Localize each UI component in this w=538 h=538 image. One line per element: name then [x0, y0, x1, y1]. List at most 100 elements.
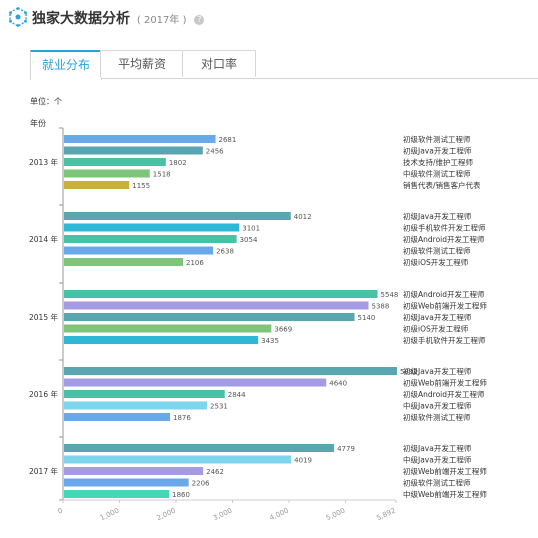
tab-employment-distribution[interactable]: 就业分布: [30, 50, 102, 80]
bar: [64, 390, 225, 398]
bar-value-label: 2206: [192, 480, 210, 488]
bar-category-label: 初级Java开发工程师: [403, 211, 472, 221]
bar-category-label: 中级Web前端开发工程师: [403, 489, 487, 499]
bar-value-label: 4019: [294, 457, 312, 465]
bar-value-label: 1860: [172, 491, 190, 499]
tab-bar: 就业分布 平均薪资 对口率: [30, 50, 538, 80]
tab-match-rate[interactable]: 对口率: [182, 50, 256, 77]
hexagon-network-logo-icon: [9, 7, 27, 27]
x-tick-label: 3,000: [212, 507, 234, 523]
bar-value-label: 2106: [186, 259, 204, 267]
bar-value-label: 2681: [219, 136, 237, 144]
bar: [64, 290, 378, 298]
bar-value-label: 3101: [242, 225, 260, 233]
bar-category-label: 初级Android开发工程师: [403, 234, 485, 244]
bar: [64, 367, 397, 375]
bar-category-label: 技术支持/维护工程师: [403, 157, 474, 167]
bar-value-label: 2531: [210, 403, 228, 411]
help-icon[interactable]: ?: [194, 15, 205, 25]
bar-value-label: 3435: [261, 337, 279, 345]
year-label: 2013 年: [29, 157, 58, 167]
y-axis-title: 年份: [30, 119, 46, 128]
year-note: ( 2017年 ): [136, 15, 187, 26]
bar: [64, 158, 166, 166]
bar: [64, 444, 335, 452]
header: 独家大数据分析 ( 2017年 ) ?: [0, 0, 538, 36]
year-label: 2017 年: [29, 466, 58, 476]
bar-value-label: 2844: [228, 391, 246, 399]
bar-category-label: 初级Web前端开发工程师: [403, 466, 487, 476]
bar: [64, 169, 150, 178]
x-tick-label: 2,000: [155, 507, 177, 523]
bar-value-label: 5388: [372, 303, 390, 311]
page-title-text: 独家大数据分析: [32, 11, 130, 27]
bar: [64, 313, 355, 321]
bar: [64, 235, 237, 243]
bar-category-label: 初级iOS开发工程师: [403, 324, 469, 334]
bar-value-label: 3054: [240, 236, 258, 244]
bar-category-label: 中级Java开发工程师: [403, 455, 472, 465]
bar: [64, 401, 208, 410]
bar-value-label: 1518: [153, 171, 171, 179]
unit-label: 单位：个: [30, 97, 62, 106]
bar: [64, 455, 292, 464]
x-tick-label: 0: [56, 507, 63, 516]
bar-category-label: 初级Java开发工程师: [403, 312, 472, 322]
bar-value-label: 4779: [337, 445, 355, 453]
page-title: 独家大数据分析 ( 2017年 ) ?: [32, 8, 205, 28]
bar-value-label: 3669: [274, 326, 292, 334]
bar: [64, 478, 189, 487]
bar-category-label: 初级iOS开发工程师: [403, 257, 469, 267]
bar-value-label: 4012: [294, 213, 312, 221]
bar-category-label: 初级Java开发工程师: [403, 443, 472, 453]
bar-value-label: 4640: [329, 380, 347, 388]
bar-category-label: 初级手机软件开发工程师: [403, 335, 486, 345]
bar: [64, 246, 214, 255]
bar: [64, 212, 291, 220]
bar: [64, 413, 171, 421]
bar-category-label: 初级Android开发工程师: [403, 289, 485, 299]
x-tick-label: 5,892: [375, 507, 397, 523]
year-label: 2014 年: [29, 234, 58, 244]
bar: [64, 135, 216, 143]
bar-category-label: 初级软件测试工程师: [403, 246, 471, 256]
bar-value-label: 5892: [400, 368, 418, 376]
tab-average-salary[interactable]: 平均薪资: [100, 50, 184, 77]
bar: [64, 324, 272, 333]
bar-value-label: 5140: [357, 314, 375, 322]
bar-category-label: 初级软件测试工程师: [403, 412, 471, 422]
bar-category-label: 中级Java开发工程师: [403, 401, 472, 411]
bar-value-label: 1802: [169, 159, 187, 167]
bar: [64, 301, 369, 310]
bar: [64, 223, 240, 232]
bar-category-label: 初级Java开发工程师: [403, 146, 472, 156]
bar-category-label: 销售代表/销售客户代表: [403, 180, 481, 190]
x-tick-label: 4,000: [268, 507, 290, 523]
bar: [64, 467, 204, 475]
bar-category-label: 初级Web前端开发工程师: [403, 301, 487, 311]
bar-category-label: 初级Java开发工程师: [403, 366, 472, 376]
bar-value-label: 5548: [381, 291, 399, 299]
bar: [64, 490, 170, 498]
bar-value-label: 1876: [173, 414, 191, 422]
bar: [64, 146, 203, 155]
x-tick-label: 5,000: [325, 507, 347, 523]
bar: [64, 336, 259, 344]
bar-category-label: 初级软件测试工程师: [403, 478, 471, 488]
bar-value-label: 2456: [206, 148, 224, 156]
bar: [64, 181, 130, 189]
bar-category-label: 中级软件测试工程师: [403, 169, 471, 179]
bar: [64, 378, 327, 387]
x-tick-label: 1,000: [99, 507, 121, 523]
bar-value-label: 2638: [216, 248, 234, 256]
bar-category-label: 初级Web前端开发工程师: [403, 378, 487, 388]
bar-category-label: 初级软件测试工程师: [403, 134, 471, 144]
year-label: 2015 年: [29, 312, 58, 322]
bar-category-label: 初级Android开发工程师: [403, 389, 485, 399]
year-label: 2016 年: [29, 389, 58, 399]
bar-category-label: 初级手机软件开发工程师: [403, 223, 486, 233]
bar-value-label: 1155: [132, 182, 150, 190]
bar-value-label: 2462: [206, 468, 224, 476]
bar: [64, 258, 184, 266]
